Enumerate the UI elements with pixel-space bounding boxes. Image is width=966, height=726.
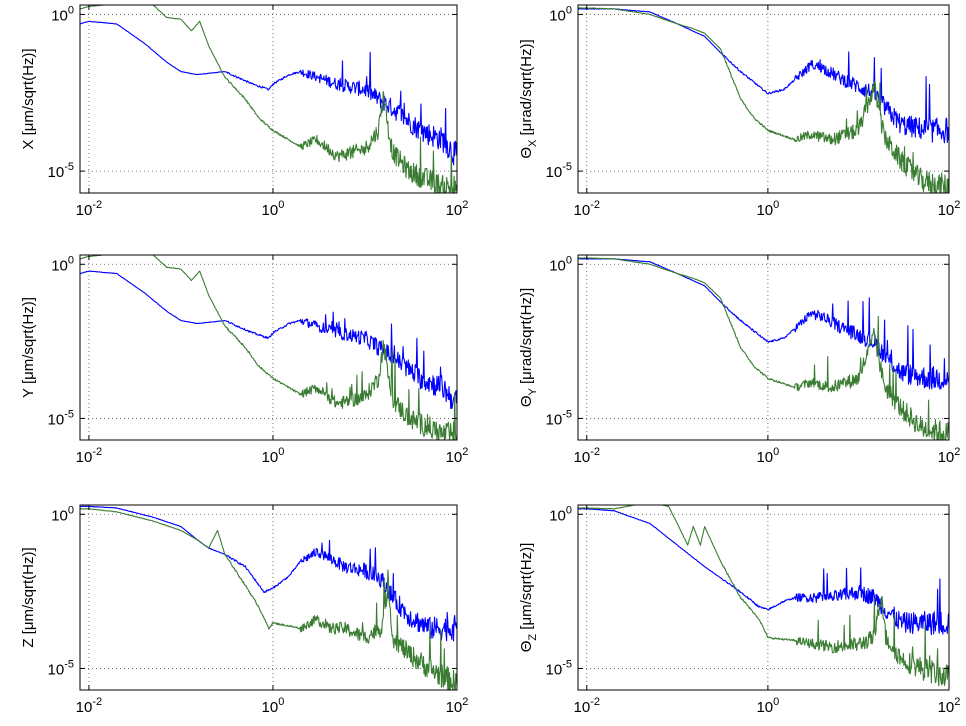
series-group	[578, 7, 949, 193]
panel-3: 10-2 100 102 10-5 100 ΘY [μrad/sqrt(Hz)]	[518, 254, 960, 466]
series-group	[80, 505, 457, 690]
x-tick-label: 102	[446, 446, 469, 466]
x-tick-label: 102	[446, 696, 469, 716]
series-line-1	[578, 505, 949, 687]
y-tick-label: 10-5	[546, 161, 572, 181]
axes-frame	[577, 504, 950, 691]
series-line-0	[578, 508, 949, 636]
x-tick-label: 10-2	[76, 199, 102, 219]
y-axis-label: ΘX [μrad/sqrt(Hz)]	[518, 39, 539, 158]
series-line-0	[80, 505, 457, 642]
axes-frame	[577, 4, 950, 194]
y-tick-label: 100	[51, 504, 74, 524]
x-tick-label: 10-2	[76, 696, 102, 716]
series-line-1	[578, 7, 949, 193]
series-line-1	[80, 508, 457, 690]
panel-4: 10-2 100 102 10-5 100 Z [μm/sqrt(Hz)]	[20, 504, 468, 716]
series-line-1	[578, 257, 949, 440]
x-tick-label: 100	[262, 199, 285, 219]
axes-frame	[577, 254, 950, 441]
x-tick-label: 10-2	[76, 446, 102, 466]
x-tick-label: 100	[756, 446, 779, 466]
y-axis-label: Z [μm/sqrt(Hz)]	[20, 547, 37, 647]
x-tick-label: 102	[938, 446, 961, 466]
y-tick-label: 100	[549, 504, 572, 524]
series-group	[80, 255, 457, 440]
y-tick-label: 10-5	[546, 658, 572, 678]
series-line-0	[80, 270, 457, 410]
x-tick-label: 102	[938, 199, 961, 219]
y-tick-label: 10-5	[48, 408, 74, 428]
y-tick-label: 100	[51, 254, 74, 274]
y-axis-label: ΘZ [μm/sqrt(Hz)]	[518, 543, 539, 653]
series-line-1	[80, 255, 457, 440]
y-tick-label: 100	[549, 4, 572, 24]
y-tick-label: 100	[51, 4, 74, 24]
x-tick-label: 100	[262, 446, 285, 466]
series-group	[578, 257, 949, 440]
series-group	[80, 5, 457, 193]
panel-5: 10-2 100 102 10-5 100 ΘZ [μm/sqrt(Hz)]	[518, 504, 961, 716]
series-line-0	[80, 20, 457, 166]
series-group	[578, 505, 949, 687]
series-line-0	[578, 8, 949, 144]
x-tick-label: 100	[756, 199, 779, 219]
y-tick-label: 10-5	[546, 408, 572, 428]
y-tick-label: 10-5	[48, 161, 74, 181]
x-tick-label: 10-2	[574, 696, 600, 716]
series-line-0	[578, 258, 949, 390]
y-axis-label: X [μm/sqrt(Hz)]	[20, 48, 37, 149]
series-line-1	[80, 5, 457, 193]
axes-frame	[79, 4, 458, 194]
x-tick-label: 102	[938, 696, 961, 716]
y-tick-label: 100	[549, 254, 572, 274]
y-tick-label: 10-5	[48, 658, 74, 678]
panel-1: 10-2 100 102 10-5 100 ΘX [μrad/sqrt(Hz)]	[518, 4, 960, 219]
panel-2: 10-2 100 102 10-5 100 Y [μm/sqrt(Hz)]	[20, 254, 469, 466]
x-tick-label: 10-2	[574, 199, 600, 219]
y-axis-label: Y [μm/sqrt(Hz)]	[20, 297, 37, 398]
x-tick-label: 100	[756, 696, 779, 716]
y-axis-label: ΘY [μrad/sqrt(Hz)]	[518, 288, 539, 407]
x-tick-label: 100	[262, 696, 285, 716]
x-tick-label: 10-2	[574, 446, 600, 466]
axes-frame	[79, 254, 458, 441]
x-tick-label: 102	[446, 199, 469, 219]
panel-0: 10-2 100 102 10-5 100 X [μm/sqrt(Hz)]	[20, 4, 469, 219]
axes-frame	[79, 504, 458, 691]
